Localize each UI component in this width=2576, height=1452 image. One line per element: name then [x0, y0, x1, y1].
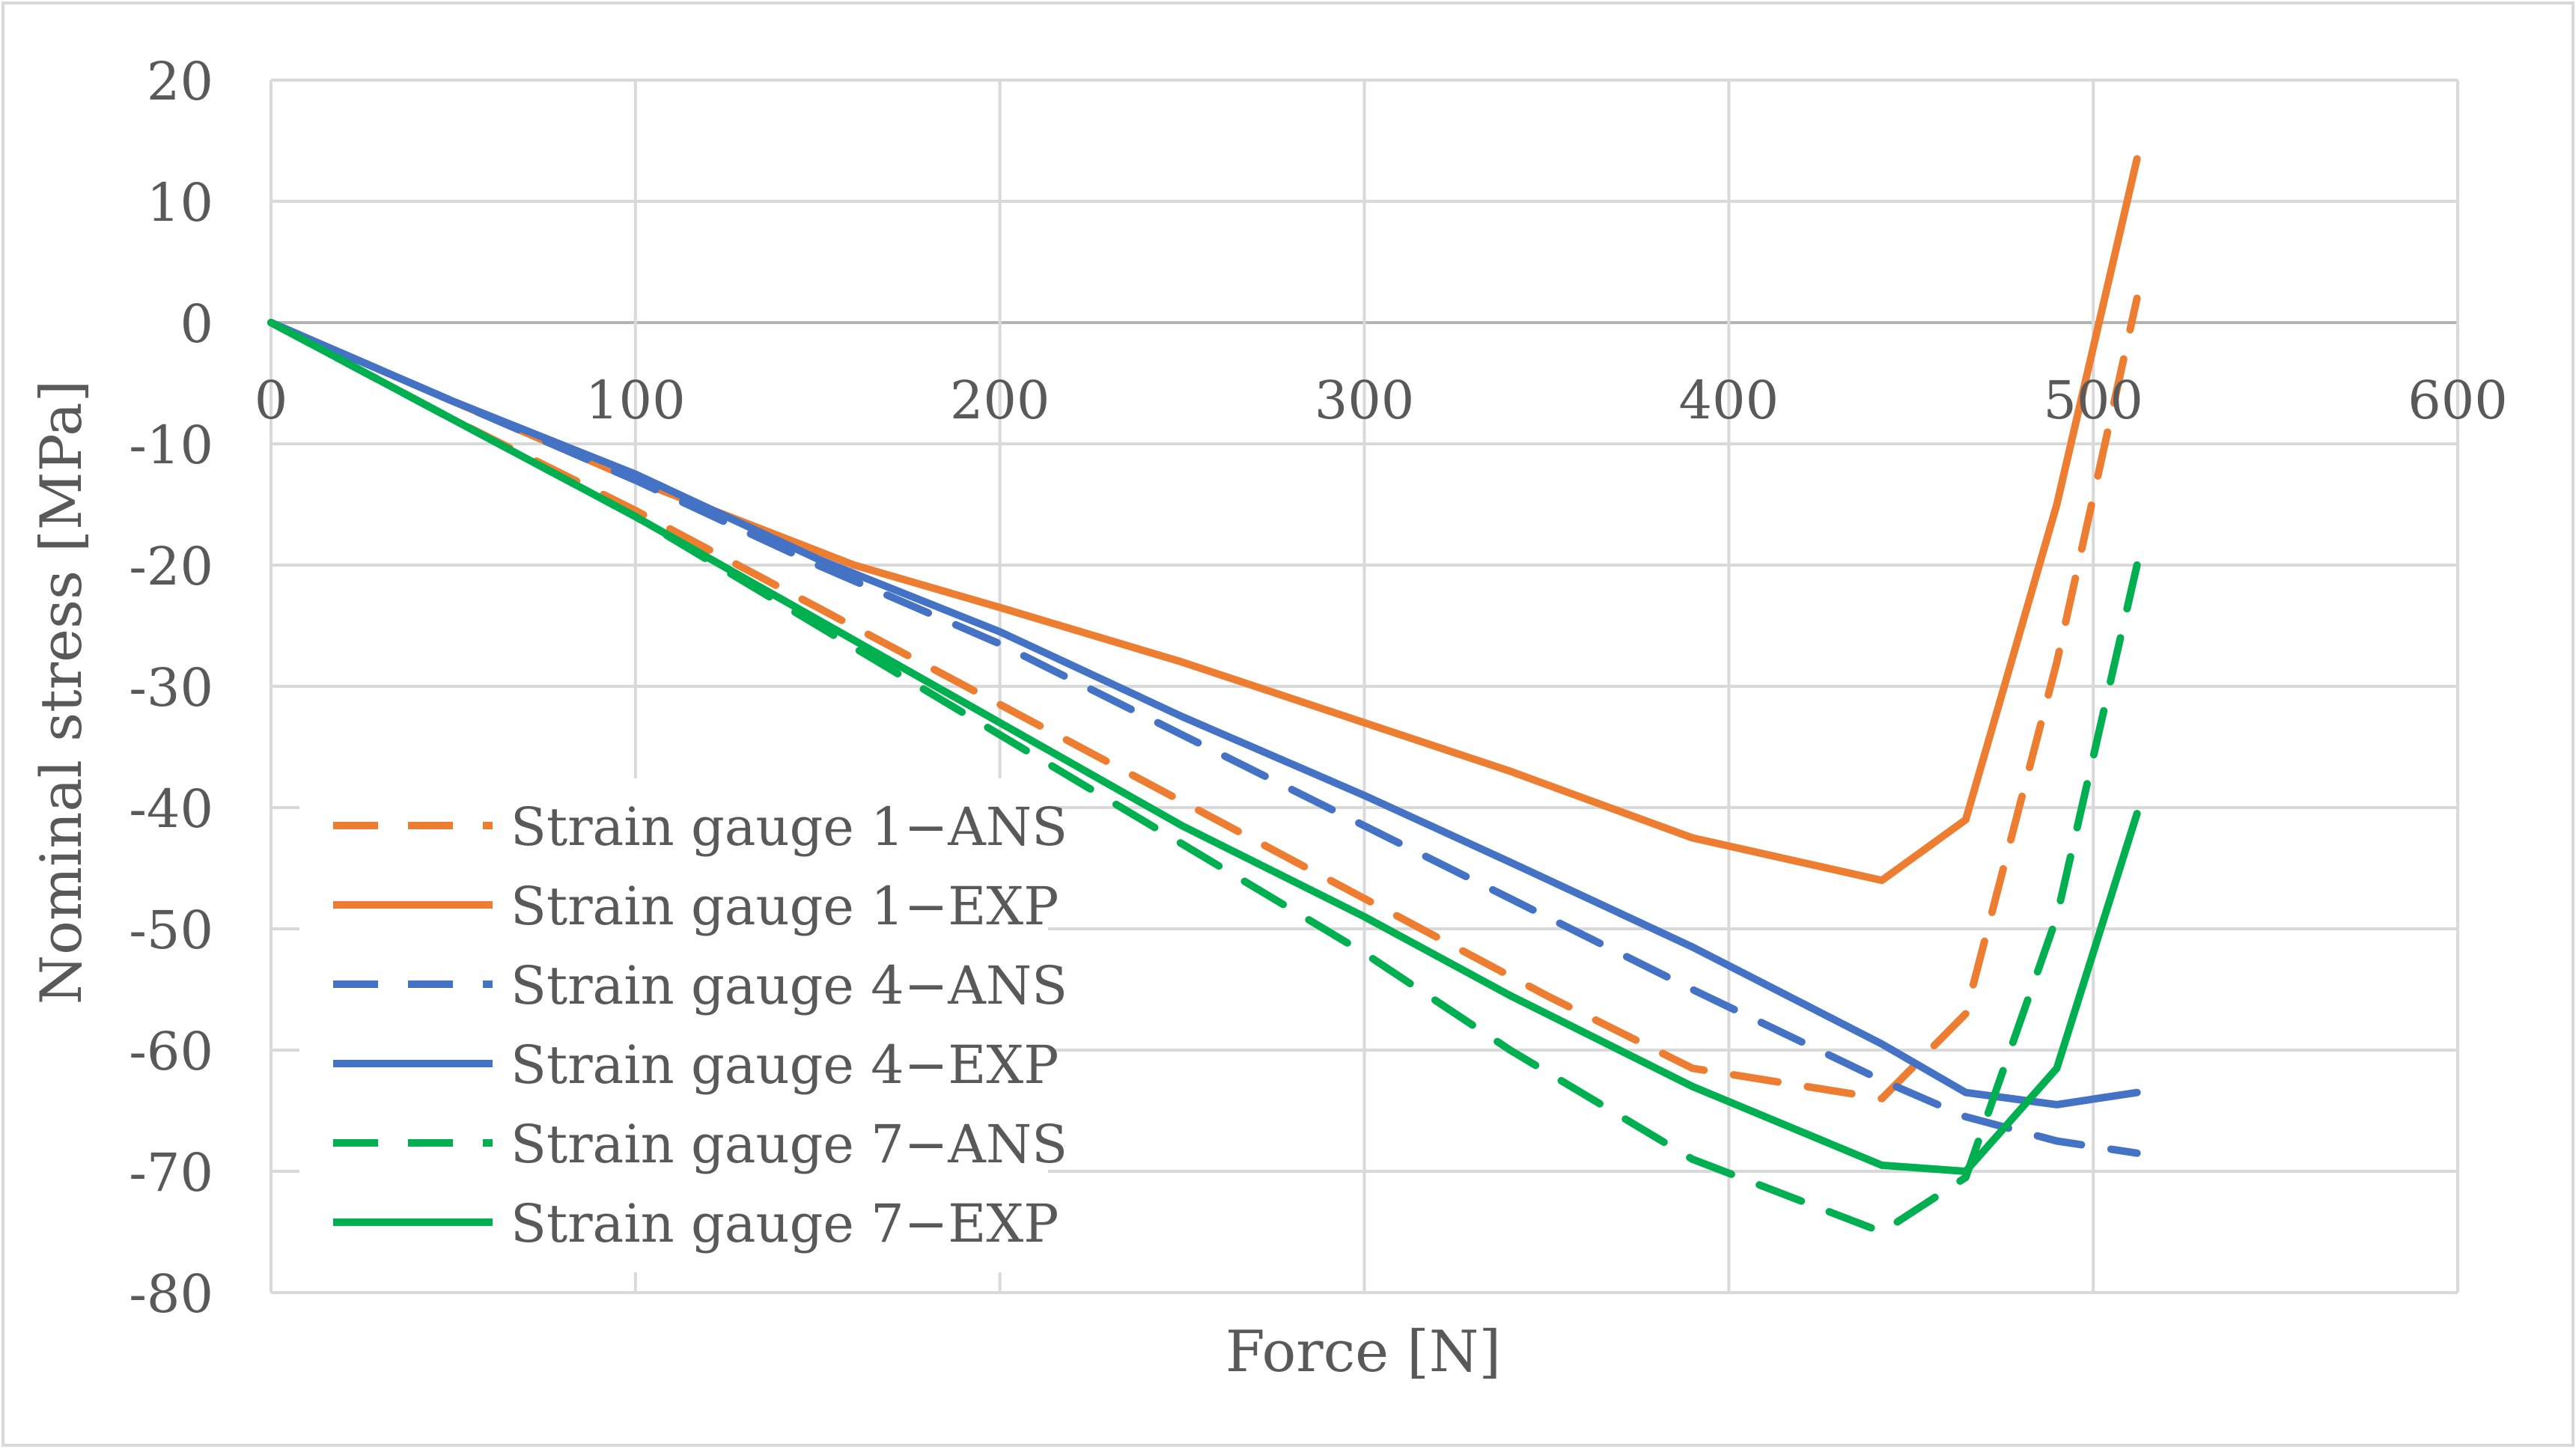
- x-tick-label: 100: [585, 370, 686, 431]
- y-tick-label: -50: [129, 900, 213, 961]
- legend-label: Strain gauge 4−ANS: [511, 955, 1068, 1016]
- y-tick-label: 20: [147, 51, 213, 112]
- series-line-4: [267, 319, 2141, 1108]
- y-tick-label: 0: [180, 293, 213, 355]
- x-axis-label: Force [N]: [1225, 1318, 1501, 1385]
- series-lines: [267, 155, 2141, 1236]
- y-tick-label: -10: [129, 415, 213, 476]
- y-tick-label: -60: [129, 1021, 213, 1082]
- y-tick-label: -30: [129, 657, 213, 719]
- series-line-1: [267, 294, 2141, 1102]
- y-axis-label: Nominal stress [MPa]: [28, 380, 94, 1005]
- x-tick-label: 300: [1315, 370, 1415, 431]
- legend-label: Strain gauge 7−ANS: [511, 1114, 1068, 1175]
- y-tick-label: -20: [129, 536, 213, 597]
- legend: Strain gauge 1−ANS Strain gauge 1−EXP Stra…: [333, 796, 1068, 1254]
- x-tick-label: 200: [950, 370, 1050, 431]
- x-tick-label: 0: [255, 370, 288, 431]
- y-tick-label: -40: [129, 778, 213, 840]
- y-tick-label: -70: [129, 1142, 213, 1204]
- y-tick-label: 10: [147, 172, 213, 234]
- x-tick-label: 600: [2408, 370, 2508, 431]
- legend-label: Strain gauge 7−EXP: [511, 1193, 1059, 1254]
- x-tick-label: 400: [1679, 370, 1779, 431]
- legend-label: Strain gauge 1−EXP: [511, 876, 1059, 937]
- series-line-6: [267, 319, 2141, 1175]
- legend-background: [299, 778, 1048, 1272]
- legend-label: Strain gauge 4−EXP: [511, 1034, 1059, 1096]
- y-tick-label: -80: [129, 1263, 213, 1325]
- x-tick-label: 500: [2043, 370, 2143, 431]
- legend-label: Strain gauge 1−ANS: [511, 796, 1068, 858]
- series-line-3: [267, 319, 2141, 1157]
